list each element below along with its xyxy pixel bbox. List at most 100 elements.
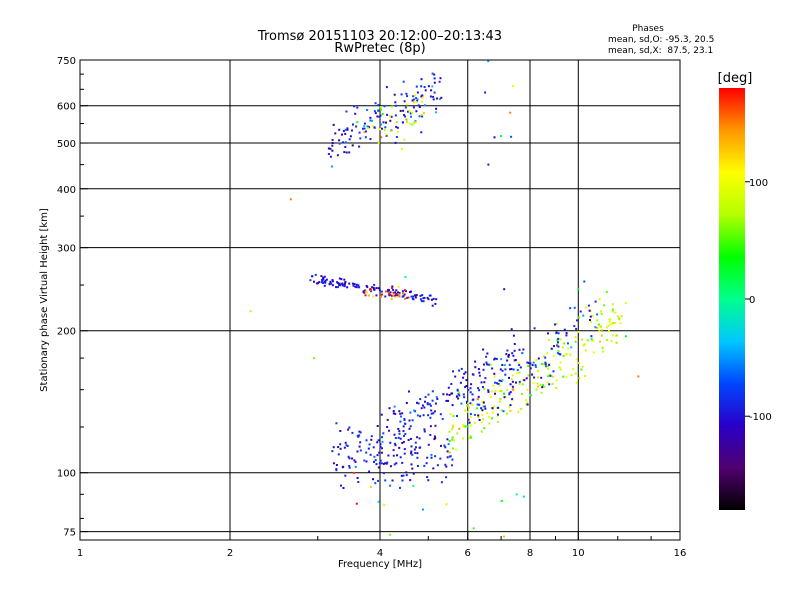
data-point	[485, 361, 488, 364]
data-point	[498, 384, 501, 387]
data-point	[331, 149, 334, 152]
data-point	[559, 338, 562, 341]
data-point	[615, 334, 618, 337]
data-point	[466, 425, 469, 428]
data-point	[382, 121, 385, 124]
data-point	[402, 440, 405, 443]
data-point	[398, 293, 401, 296]
data-point	[329, 280, 332, 283]
data-point	[403, 114, 406, 117]
data-point	[477, 387, 480, 390]
data-point	[405, 118, 408, 121]
data-point	[456, 432, 459, 435]
data-point	[348, 138, 351, 141]
data-point	[354, 460, 357, 463]
data-point	[351, 129, 353, 132]
data-point	[372, 478, 374, 481]
data-point	[381, 436, 383, 439]
data-point	[474, 360, 477, 363]
data-point	[497, 413, 499, 416]
data-point	[337, 286, 339, 289]
data-point	[346, 128, 349, 131]
data-point	[436, 397, 439, 400]
data-point	[432, 98, 435, 101]
data-point	[521, 383, 524, 386]
data-point	[356, 106, 359, 109]
data-point	[616, 315, 619, 318]
plot-title: Tromsø 20151103 20:12:00–20:13:43 RwPret…	[257, 29, 502, 56]
data-point	[435, 396, 438, 398]
data-point	[419, 398, 422, 401]
data-point	[403, 452, 406, 455]
data-point	[500, 499, 503, 502]
data-point	[406, 296, 409, 299]
data-point	[413, 122, 416, 124]
data-point	[500, 390, 503, 393]
data-point	[605, 326, 608, 329]
data-point	[355, 502, 358, 505]
data-point	[427, 393, 430, 396]
data-point	[483, 381, 486, 384]
data-point	[413, 409, 416, 412]
data-point	[407, 110, 409, 113]
data-point	[368, 443, 371, 446]
data-point	[494, 389, 497, 392]
data-point	[407, 439, 410, 441]
data-point	[388, 294, 391, 297]
data-point	[369, 453, 372, 456]
data-point	[334, 132, 337, 135]
data-point	[503, 288, 506, 291]
data-point	[324, 281, 327, 284]
data-point	[491, 367, 494, 370]
data-point	[557, 337, 560, 340]
data-point	[379, 114, 382, 117]
data-point	[590, 335, 593, 338]
x-tick-label: 6	[465, 548, 471, 559]
data-point	[335, 286, 337, 289]
data-point	[380, 413, 383, 416]
phases-box: Phases mean, sd,O: -95.3, 20.5 mean, sd,…	[608, 24, 714, 56]
data-point	[465, 385, 468, 387]
data-point	[369, 119, 372, 122]
data-point	[482, 368, 485, 371]
data-point	[387, 454, 390, 457]
data-point	[324, 279, 327, 282]
data-point	[533, 327, 536, 330]
data-point	[481, 400, 484, 403]
data-point	[472, 398, 475, 401]
data-point	[499, 368, 502, 371]
data-point	[314, 273, 317, 276]
data-point	[327, 147, 330, 150]
data-point	[405, 474, 408, 477]
data-point	[394, 296, 397, 299]
data-point	[480, 407, 483, 410]
data-point	[373, 455, 376, 458]
data-point	[385, 133, 388, 136]
data-point	[410, 290, 412, 293]
data-point	[426, 456, 429, 459]
data-point	[389, 465, 392, 468]
data-point	[342, 465, 345, 468]
data-point	[445, 503, 448, 506]
data-point	[454, 375, 457, 378]
data-point	[504, 396, 507, 398]
data-point	[575, 358, 578, 361]
data-point	[339, 284, 342, 287]
data-point	[522, 348, 525, 351]
data-point	[356, 450, 359, 453]
data-point	[332, 462, 335, 465]
data-point	[386, 461, 389, 464]
data-point	[451, 447, 454, 450]
data-point	[430, 89, 433, 92]
data-point	[408, 390, 410, 393]
data-point	[399, 420, 402, 423]
data-point	[383, 504, 386, 507]
data-point	[315, 282, 318, 285]
data-point	[498, 379, 501, 382]
data-point	[414, 452, 417, 454]
data-point	[398, 292, 401, 294]
data-point	[512, 368, 515, 371]
data-point	[451, 464, 453, 467]
data-point	[511, 385, 514, 388]
data-point	[452, 415, 455, 417]
